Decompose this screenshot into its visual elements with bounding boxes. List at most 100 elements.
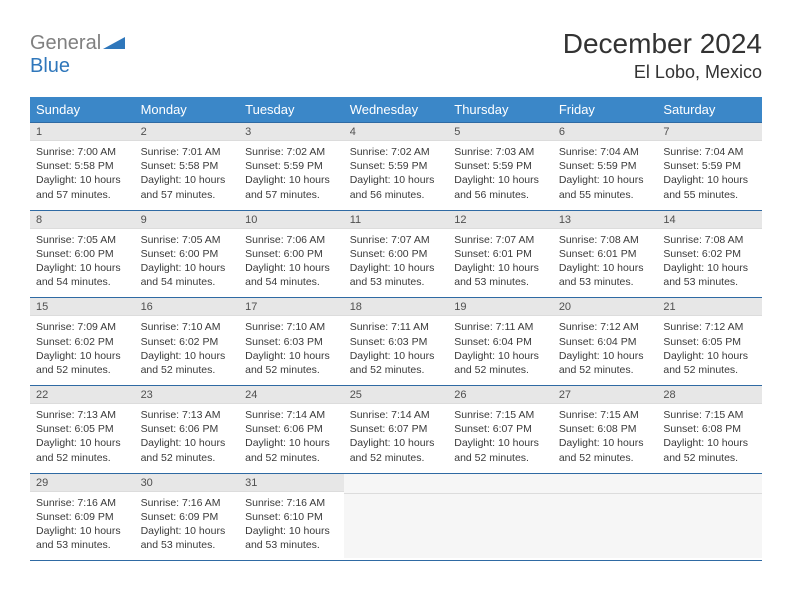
day-body: Sunrise: 7:04 AMSunset: 5:59 PMDaylight:… (553, 141, 658, 210)
day-cell (553, 473, 658, 561)
day-body: Sunrise: 7:16 AMSunset: 6:09 PMDaylight:… (30, 492, 135, 561)
logo-text-blue: Blue (30, 55, 70, 77)
day-number: 14 (657, 211, 762, 229)
day-cell: 20Sunrise: 7:12 AMSunset: 6:04 PMDayligh… (553, 298, 658, 386)
day-header-sunday: Sunday (30, 97, 135, 123)
daylight-text: Daylight: 10 hours and 52 minutes. (559, 436, 652, 464)
day-number: 21 (657, 298, 762, 316)
location-subtitle: El Lobo, Mexico (563, 62, 762, 83)
daylight-text: Daylight: 10 hours and 53 minutes. (350, 261, 443, 289)
week-row: 22Sunrise: 7:13 AMSunset: 6:05 PMDayligh… (30, 386, 762, 474)
sunset-text: Sunset: 6:08 PM (559, 422, 652, 436)
day-cell: 13Sunrise: 7:08 AMSunset: 6:01 PMDayligh… (553, 210, 658, 298)
day-body: Sunrise: 7:01 AMSunset: 5:58 PMDaylight:… (135, 141, 240, 210)
day-body: Sunrise: 7:10 AMSunset: 6:03 PMDaylight:… (239, 316, 344, 385)
day-cell: 9Sunrise: 7:05 AMSunset: 6:00 PMDaylight… (135, 210, 240, 298)
day-cell: 24Sunrise: 7:14 AMSunset: 6:06 PMDayligh… (239, 386, 344, 474)
day-body-empty (657, 494, 762, 558)
sunset-text: Sunset: 6:03 PM (350, 335, 443, 349)
page-title: December 2024 (563, 28, 762, 60)
sunrise-text: Sunrise: 7:04 AM (559, 145, 652, 159)
sunrise-text: Sunrise: 7:12 AM (559, 320, 652, 334)
day-body: Sunrise: 7:15 AMSunset: 6:08 PMDaylight:… (553, 404, 658, 473)
sunrise-text: Sunrise: 7:01 AM (141, 145, 234, 159)
day-header-friday: Friday (553, 97, 658, 123)
day-body: Sunrise: 7:15 AMSunset: 6:08 PMDaylight:… (657, 404, 762, 473)
sunrise-text: Sunrise: 7:16 AM (141, 496, 234, 510)
day-body: Sunrise: 7:10 AMSunset: 6:02 PMDaylight:… (135, 316, 240, 385)
day-cell: 7Sunrise: 7:04 AMSunset: 5:59 PMDaylight… (657, 123, 762, 211)
day-number: 1 (30, 123, 135, 141)
calendar-table: Sunday Monday Tuesday Wednesday Thursday… (30, 97, 762, 561)
day-number-empty (553, 474, 658, 494)
day-header-row: Sunday Monday Tuesday Wednesday Thursday… (30, 97, 762, 123)
week-row: 8Sunrise: 7:05 AMSunset: 6:00 PMDaylight… (30, 210, 762, 298)
sunset-text: Sunset: 6:09 PM (141, 510, 234, 524)
day-body-empty (448, 494, 553, 558)
day-number: 4 (344, 123, 449, 141)
day-number: 5 (448, 123, 553, 141)
daylight-text: Daylight: 10 hours and 55 minutes. (663, 173, 756, 201)
day-body: Sunrise: 7:12 AMSunset: 6:05 PMDaylight:… (657, 316, 762, 385)
week-row: 15Sunrise: 7:09 AMSunset: 6:02 PMDayligh… (30, 298, 762, 386)
sunrise-text: Sunrise: 7:11 AM (350, 320, 443, 334)
sunrise-text: Sunrise: 7:16 AM (245, 496, 338, 510)
day-number: 9 (135, 211, 240, 229)
day-cell: 29Sunrise: 7:16 AMSunset: 6:09 PMDayligh… (30, 473, 135, 561)
day-number: 6 (553, 123, 658, 141)
day-body: Sunrise: 7:02 AMSunset: 5:59 PMDaylight:… (344, 141, 449, 210)
day-body: Sunrise: 7:11 AMSunset: 6:03 PMDaylight:… (344, 316, 449, 385)
sunset-text: Sunset: 6:06 PM (141, 422, 234, 436)
sunset-text: Sunset: 6:01 PM (454, 247, 547, 261)
daylight-text: Daylight: 10 hours and 52 minutes. (454, 349, 547, 377)
daylight-text: Daylight: 10 hours and 53 minutes. (454, 261, 547, 289)
calendar-body: 1 Sunrise: 7:00 AM Sunset: 5:58 PM Daylight… (30, 123, 762, 561)
sunrise-text: Sunrise: 7:11 AM (454, 320, 547, 334)
day-cell: 11Sunrise: 7:07 AMSunset: 6:00 PMDayligh… (344, 210, 449, 298)
sunset-text: Sunset: 6:07 PM (454, 422, 547, 436)
daylight-text: Daylight: 10 hours and 53 minutes. (141, 524, 234, 552)
sunrise-text: Sunrise: 7:10 AM (245, 320, 338, 334)
day-body: Sunrise: 7:05 AMSunset: 6:00 PMDaylight:… (30, 229, 135, 298)
sunrise-text: Sunrise: 7:13 AM (36, 408, 129, 422)
day-number: 8 (30, 211, 135, 229)
day-body: Sunrise: 7:04 AMSunset: 5:59 PMDaylight:… (657, 141, 762, 210)
day-number: 26 (448, 386, 553, 404)
daylight-text: Daylight: 10 hours and 52 minutes. (350, 436, 443, 464)
sunset-text: Sunset: 5:59 PM (663, 159, 756, 173)
day-number-empty (344, 474, 449, 494)
daylight-text: Daylight: 10 hours and 52 minutes. (245, 349, 338, 377)
logo: General Blue (30, 28, 125, 78)
day-cell (657, 473, 762, 561)
day-number: 20 (553, 298, 658, 316)
day-number: 24 (239, 386, 344, 404)
day-body: Sunrise: 7:07 AMSunset: 6:01 PMDaylight:… (448, 229, 553, 298)
daylight-text: Daylight: 10 hours and 52 minutes. (663, 349, 756, 377)
day-body: Sunrise: 7:16 AMSunset: 6:10 PMDaylight:… (239, 492, 344, 561)
sunrise-text: Sunrise: 7:07 AM (454, 233, 547, 247)
sunset-text: Sunset: 6:04 PM (559, 335, 652, 349)
day-body: Sunrise: 7:08 AMSunset: 6:01 PMDaylight:… (553, 229, 658, 298)
sunrise-text: Sunrise: 7:00 AM (36, 145, 129, 159)
sunset-text: Sunset: 6:09 PM (36, 510, 129, 524)
sunset-text: Sunset: 5:58 PM (141, 159, 234, 173)
sunrise-text: Sunrise: 7:09 AM (36, 320, 129, 334)
sunset-text: Sunset: 6:00 PM (141, 247, 234, 261)
day-body: Sunrise: 7:08 AMSunset: 6:02 PMDaylight:… (657, 229, 762, 298)
day-number: 12 (448, 211, 553, 229)
day-body: Sunrise: 7:11 AMSunset: 6:04 PMDaylight:… (448, 316, 553, 385)
daylight-text: Daylight: 10 hours and 53 minutes. (663, 261, 756, 289)
sunset-text: Sunset: 6:00 PM (36, 247, 129, 261)
day-number: 18 (344, 298, 449, 316)
sunrise-text: Sunrise: 7:13 AM (141, 408, 234, 422)
sunset-text: Sunset: 5:59 PM (559, 159, 652, 173)
day-body: Sunrise: 7:13 AMSunset: 6:05 PMDaylight:… (30, 404, 135, 473)
daylight-text: Daylight: 10 hours and 55 minutes. (559, 173, 652, 201)
day-number: 30 (135, 474, 240, 492)
sunset-text: Sunset: 6:05 PM (36, 422, 129, 436)
sunrise-text: Sunrise: 7:05 AM (141, 233, 234, 247)
day-number: 16 (135, 298, 240, 316)
day-body: Sunrise: 7:07 AMSunset: 6:00 PMDaylight:… (344, 229, 449, 298)
day-number: 29 (30, 474, 135, 492)
day-body: Sunrise: 7:13 AMSunset: 6:06 PMDaylight:… (135, 404, 240, 473)
